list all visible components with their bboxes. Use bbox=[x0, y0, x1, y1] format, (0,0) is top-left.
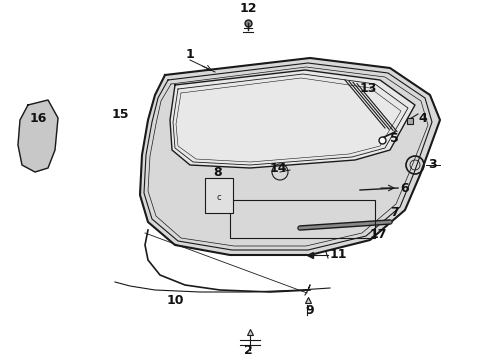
Text: 13: 13 bbox=[360, 81, 377, 94]
Text: 8: 8 bbox=[214, 166, 222, 180]
Text: 6: 6 bbox=[400, 181, 409, 194]
Bar bbox=[205, 178, 233, 213]
Text: 5: 5 bbox=[390, 131, 399, 144]
Polygon shape bbox=[170, 70, 415, 168]
Text: 17: 17 bbox=[370, 229, 388, 242]
Text: 1: 1 bbox=[186, 49, 195, 62]
Text: 11: 11 bbox=[330, 248, 347, 261]
Text: c: c bbox=[217, 194, 221, 202]
Text: 9: 9 bbox=[306, 303, 314, 316]
Bar bbox=[230, 200, 375, 238]
Text: 7: 7 bbox=[390, 207, 399, 220]
Text: 3: 3 bbox=[428, 158, 437, 171]
Text: 16: 16 bbox=[29, 112, 47, 125]
Text: 10: 10 bbox=[166, 293, 184, 306]
Text: 14: 14 bbox=[270, 162, 288, 175]
Text: 2: 2 bbox=[244, 343, 252, 356]
Polygon shape bbox=[18, 100, 58, 172]
Polygon shape bbox=[140, 58, 440, 255]
Text: 12: 12 bbox=[239, 1, 257, 14]
Text: 15: 15 bbox=[111, 108, 129, 122]
Text: 4: 4 bbox=[418, 112, 427, 125]
